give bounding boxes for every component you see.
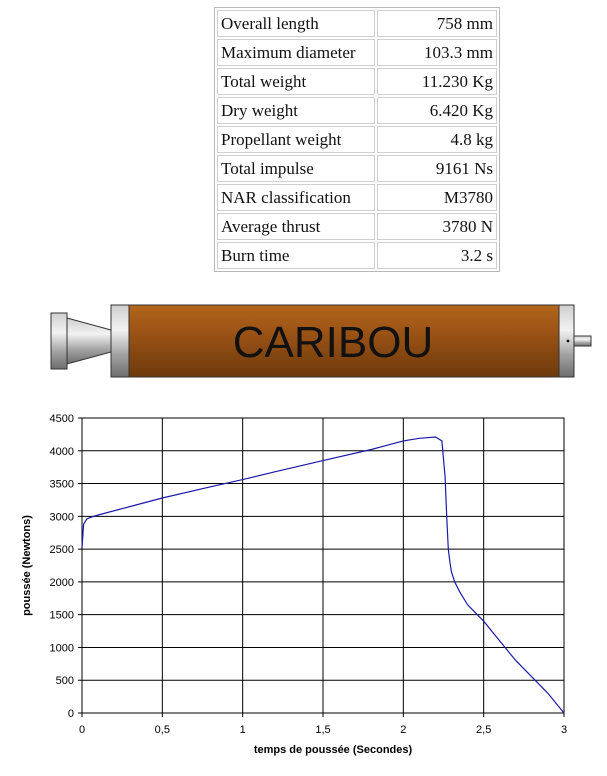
spec-label: Average thrust: [217, 213, 375, 240]
spec-value: 9161 Ns: [377, 155, 497, 182]
spec-label: Total impulse: [217, 155, 375, 182]
spec-label: Dry weight: [217, 97, 375, 124]
y-axis-label: poussée (Newtons): [21, 515, 33, 616]
y-tick-label: 4500: [50, 413, 74, 425]
spec-label: Total weight: [217, 68, 375, 95]
y-tick-label: 4000: [50, 446, 74, 458]
spec-value: 11.230 Kg: [377, 68, 497, 95]
spec-label: Maximum diameter: [217, 39, 375, 66]
spec-row: Total impulse 9161 Ns: [217, 155, 497, 182]
spec-value: 3780 N: [377, 213, 497, 240]
x-tick-label: 1: [240, 724, 246, 736]
thrust-curve-chart: 0 500 1000 1500 2000 2500 3000 3500 4000 4500 0 0,5…: [21, 413, 567, 756]
spec-value: 3.2 s: [377, 242, 497, 269]
y-tick-label: 1500: [50, 610, 74, 622]
front-cap: [110, 304, 130, 378]
x-tick-label: 0: [79, 724, 85, 736]
x-tick-label: 2,5: [476, 724, 491, 736]
y-tick-label: 500: [56, 675, 74, 687]
motor-name-label: CARIBOU: [233, 318, 433, 367]
caribou-motor-illustration: CARIBOU: [50, 304, 592, 378]
spec-row: Overall length 758 mm: [217, 10, 497, 37]
nozzle: [50, 312, 68, 370]
spec-row: Maximum diameter 103.3 mm: [217, 39, 497, 66]
spec-value: 4.8 kg: [377, 126, 497, 153]
spec-value: 758 mm: [377, 10, 497, 37]
spec-row: NAR classification M3780: [217, 184, 497, 211]
spec-row: Total weight 11.230 Kg: [217, 68, 497, 95]
y-tick-label: 2500: [50, 544, 74, 556]
rear-cap: [558, 304, 575, 378]
spec-label: Overall length: [217, 10, 375, 37]
x-axis-label: temps de poussée (Secondes): [254, 744, 413, 756]
spec-label: NAR classification: [217, 184, 375, 211]
rear-cap-dot: [566, 339, 570, 343]
motor-specs-table: Overall length 758 mm Maximum diameter 103.…: [214, 7, 500, 272]
x-tick-label: 2: [400, 724, 406, 736]
plot-frame: [81, 417, 565, 714]
spec-row: Dry weight 6.420 Kg: [217, 97, 497, 124]
y-tick-label: 3500: [50, 479, 74, 491]
spec-row: Average thrust 3780 N: [217, 213, 497, 240]
y-tick-label: 0: [68, 708, 74, 720]
spec-value: M3780: [377, 184, 497, 211]
spec-row: Propellant weight 4.8 kg: [217, 126, 497, 153]
x-tick-label: 1,5: [315, 724, 330, 736]
ejection-stub: [573, 335, 592, 347]
y-tick-label: 1000: [50, 642, 74, 654]
motor-body: [128, 304, 560, 378]
thrust-series-line: [81, 436, 565, 714]
y-tick-label: 3000: [50, 511, 74, 523]
x-tick-label: 3: [561, 724, 567, 736]
spec-label: Propellant weight: [217, 126, 375, 153]
spec-value: 6.420 Kg: [377, 97, 497, 124]
spec-value: 103.3 mm: [377, 39, 497, 66]
nozzle-cone: [66, 317, 112, 365]
spec-label: Burn time: [217, 242, 375, 269]
spec-row: Burn time 3.2 s: [217, 242, 497, 269]
x-tick-label: 0,5: [155, 724, 170, 736]
y-tick-label: 2000: [50, 577, 74, 589]
